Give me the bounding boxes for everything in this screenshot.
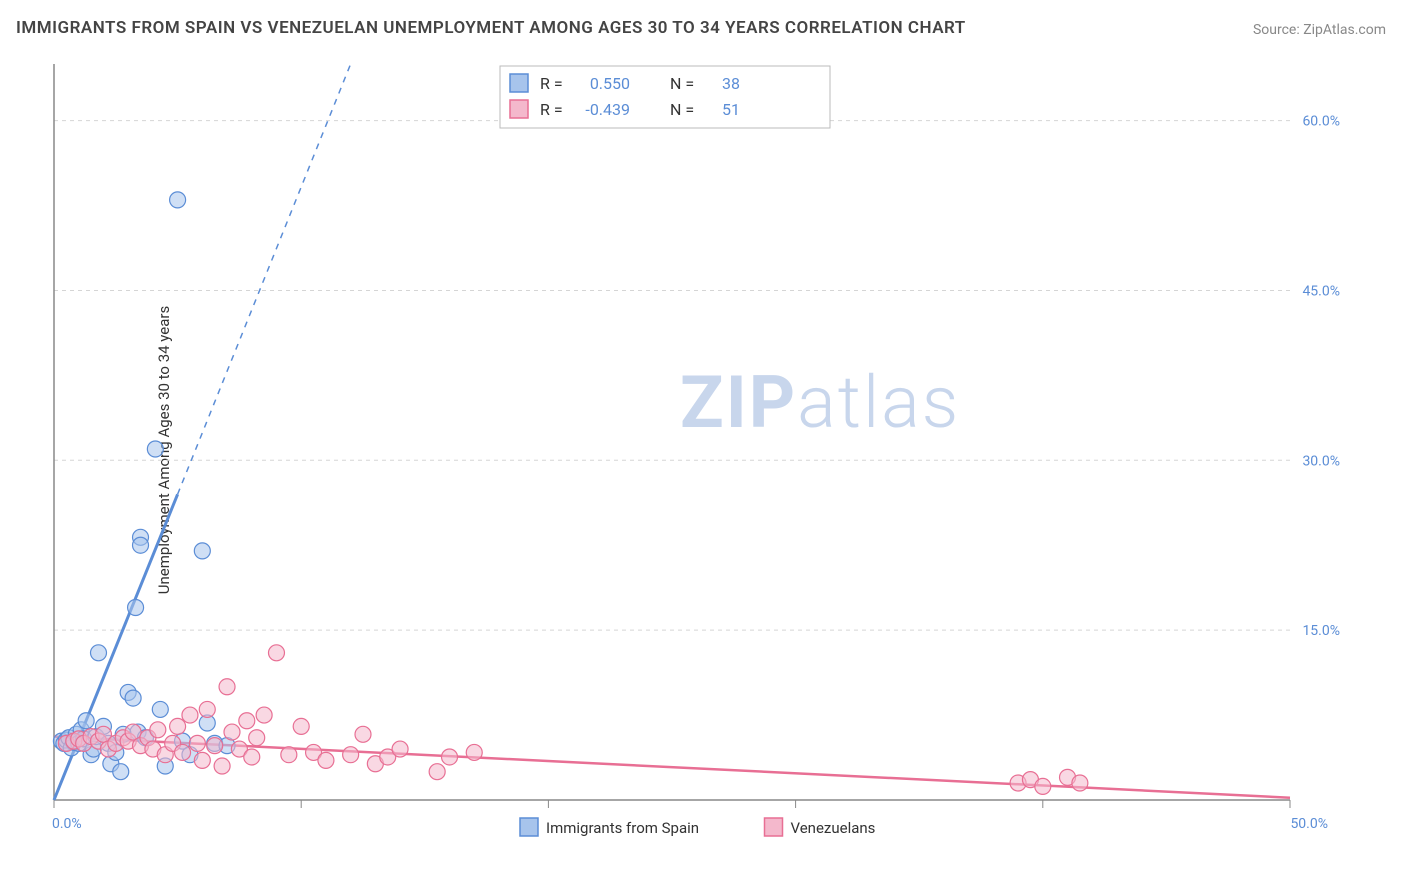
data-point	[189, 735, 205, 751]
data-point	[147, 441, 163, 457]
scatter-plot: 15.0% 30.0% 45.0% 60.0% 0.0% 50.0% R = 0.550 N =…	[50, 60, 1370, 840]
legend-label: Venezuelans	[791, 819, 876, 837]
legend-n-label: N =	[670, 100, 694, 119]
data-point	[194, 543, 210, 559]
data-point	[343, 747, 359, 763]
data-point	[152, 701, 168, 717]
data-point	[442, 749, 458, 765]
chart-area: Unemployment Among Ages 30 to 34 years 1…	[50, 60, 1370, 840]
data-point	[113, 764, 129, 780]
y-tick-label: 45.0%	[1302, 283, 1340, 299]
y-tick-label: 15.0%	[1302, 623, 1340, 639]
data-point	[466, 744, 482, 760]
data-point	[199, 701, 215, 717]
y-tick-label: 60.0%	[1302, 114, 1340, 130]
trend-line-dashed	[178, 64, 351, 494]
data-point	[90, 645, 106, 661]
data-point	[293, 718, 309, 734]
chart-title: IMMIGRANTS FROM SPAIN VS VENEZUELAN UNEM…	[16, 18, 966, 38]
x-tick-label: 50.0%	[1290, 816, 1328, 832]
data-point	[219, 679, 235, 695]
data-point	[318, 752, 334, 768]
data-point	[78, 713, 94, 729]
x-tick-label: 0.0%	[52, 816, 82, 832]
data-point	[224, 724, 240, 740]
y-tick-label: 30.0%	[1302, 453, 1340, 469]
data-point	[125, 690, 141, 706]
data-point	[182, 707, 198, 723]
data-point	[1072, 775, 1088, 791]
legend-r-value: 0.550	[590, 74, 630, 93]
data-point	[244, 749, 260, 765]
legend-swatch	[520, 818, 538, 836]
data-point	[150, 722, 166, 738]
legend-r-label: R =	[540, 74, 563, 93]
legend-swatch	[765, 818, 783, 836]
data-point	[194, 752, 210, 768]
data-point	[281, 747, 297, 763]
data-point	[207, 738, 223, 754]
data-point	[214, 758, 230, 774]
data-point	[256, 707, 272, 723]
data-point	[249, 730, 265, 746]
data-point	[392, 741, 408, 757]
data-point	[128, 600, 144, 616]
source-attribution: Source: ZipAtlas.com	[1253, 22, 1386, 38]
legend-r-label: R =	[540, 100, 563, 119]
legend-n-value: 51	[722, 100, 740, 119]
data-point	[175, 744, 191, 760]
data-point	[429, 764, 445, 780]
data-point	[239, 713, 255, 729]
data-point	[268, 645, 284, 661]
data-point	[170, 718, 186, 734]
legend-n-value: 38	[722, 74, 740, 93]
data-point	[355, 726, 371, 742]
legend-r-value: -0.439	[585, 100, 630, 119]
data-point	[170, 192, 186, 208]
legend-swatch	[510, 100, 528, 118]
legend-n-label: N =	[670, 74, 694, 93]
data-point	[133, 537, 149, 553]
data-point	[1035, 778, 1051, 794]
legend-label: Immigrants from Spain	[546, 819, 699, 837]
legend-swatch	[510, 74, 528, 92]
